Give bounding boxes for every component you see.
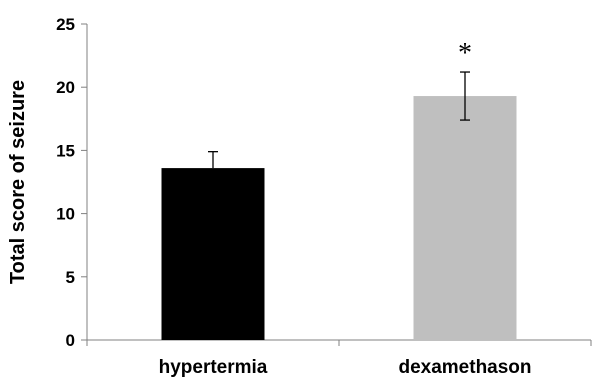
y-tick-label: 5: [66, 268, 75, 287]
y-axis-title: Total score of seizure: [7, 80, 29, 284]
y-tick-label: 20: [56, 78, 75, 97]
bar-series: [161, 96, 517, 340]
x-tick-label-hypertermia: hypertermia: [159, 357, 268, 378]
x-axis: hypertermia dexamethason: [86, 339, 592, 378]
y-axis: 0 5 10 15 20 25: [56, 15, 88, 350]
significance-marker: *: [458, 38, 472, 69]
y-tick-label: 10: [56, 205, 75, 224]
y-axis-ticks: 0 5 10 15 20 25: [56, 15, 87, 350]
y-tick-label: 15: [56, 141, 75, 160]
annotations: *: [458, 38, 472, 69]
y-tick-label: 0: [66, 331, 75, 350]
x-axis-ticks: hypertermia dexamethason: [86, 340, 592, 378]
x-tick-label-dexamethason: dexamethason: [398, 357, 531, 378]
y-tick-label: 25: [56, 15, 75, 34]
error-bars: [208, 71, 470, 169]
bar-dexamethason: [413, 96, 517, 340]
bar-hypertermia: [161, 168, 265, 340]
